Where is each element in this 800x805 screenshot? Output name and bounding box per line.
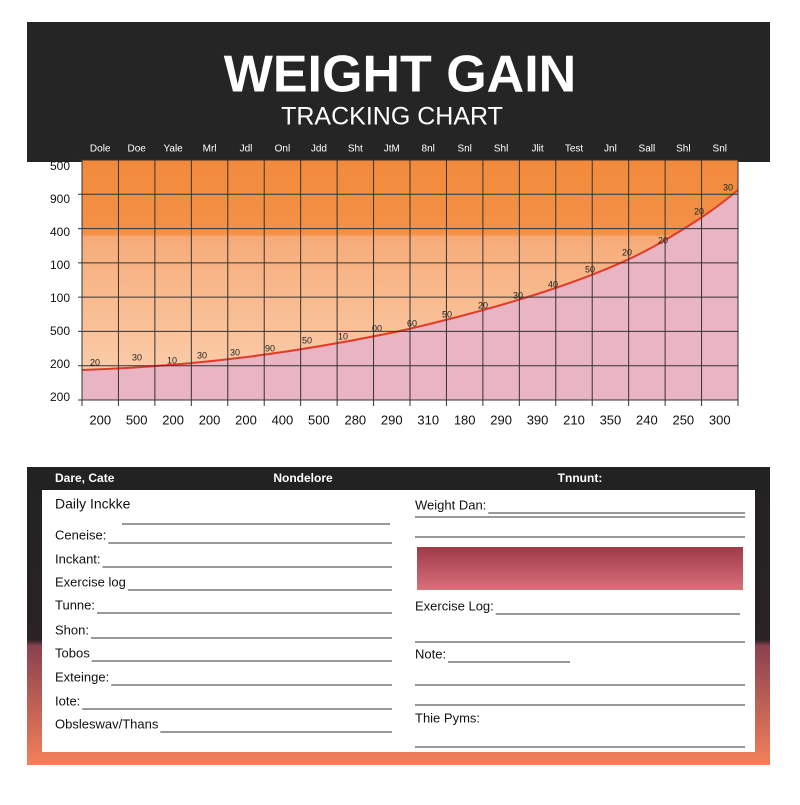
form-panel [42, 490, 755, 752]
column-label: Mrl [203, 144, 217, 155]
point-label: 90 [265, 343, 275, 353]
bottom-label: 280 [344, 412, 366, 427]
column-label: Snl [713, 144, 727, 155]
column-label: Dole [90, 144, 111, 155]
point-label: 60 [407, 318, 417, 328]
field-label: Exercise log [55, 574, 126, 589]
field-label: Exteinge: [55, 669, 109, 684]
bottom-label: 200 [235, 412, 257, 427]
point-label: 20 [90, 357, 100, 367]
row-label: 500 [50, 159, 70, 173]
field-label: Note: [415, 646, 446, 661]
bottom-label: 300 [709, 412, 731, 427]
point-label: 20 [478, 300, 488, 310]
bottom-label: 350 [600, 412, 622, 427]
bottom-label: 180 [454, 412, 476, 427]
point-label: 30 [723, 182, 733, 192]
bottom-label: 200 [162, 412, 184, 427]
row-label: 900 [50, 192, 70, 206]
title: WEIGHT GAIN [224, 46, 576, 104]
form-header-label: Dare, Cate [55, 471, 115, 485]
field-label: Obsleswav/Thans [55, 716, 159, 731]
field-label: Shon: [55, 622, 89, 637]
row-label: 500 [50, 324, 70, 338]
column-label: Test [565, 144, 584, 155]
row-label: 400 [50, 225, 70, 239]
field-label: Tunne: [55, 597, 95, 612]
point-label: 50 [302, 335, 312, 345]
point-label: 40 [548, 279, 558, 289]
field-label: Iote: [55, 693, 80, 708]
point-label: 20 [694, 206, 704, 216]
point-label: 30 [513, 290, 523, 300]
row-label: 100 [50, 291, 70, 305]
left-heading: Daily Inckke [55, 496, 131, 512]
column-label: Jlit [531, 144, 543, 155]
grid [78, 159, 739, 406]
header-bar [27, 22, 770, 162]
row-label: 100 [50, 258, 70, 272]
point-label: 10 [338, 331, 348, 341]
field-label: Exercise Log: [415, 598, 494, 613]
bottom-label: 390 [527, 412, 549, 427]
point-label: 30 [197, 350, 207, 360]
point-label: 20 [658, 235, 668, 245]
bottom-label: 240 [636, 412, 658, 427]
form-header-label: Tnnunt: [558, 471, 603, 485]
bottom-label: 250 [672, 412, 694, 427]
bottom-label: 210 [563, 412, 585, 427]
point-label: 50 [585, 264, 595, 274]
column-label: Onl [275, 144, 291, 155]
point-label: 30 [132, 352, 142, 362]
column-label: 8nl [422, 144, 435, 155]
column-label: Jdd [311, 144, 327, 155]
row-label: 200 [50, 390, 70, 404]
column-label: JtM [384, 144, 400, 155]
bottom-label: 310 [417, 412, 439, 427]
column-label: Doe [127, 144, 146, 155]
field-label: Inckant: [55, 551, 101, 566]
column-label: Jnl [604, 144, 617, 155]
bottom-label: 200 [89, 412, 111, 427]
point-label: 30 [230, 347, 240, 357]
form-header-label: Nondelore [273, 471, 333, 485]
subtitle: TRACKING CHART [281, 103, 503, 131]
point-label: 10 [167, 355, 177, 365]
point-label: 20 [622, 247, 632, 257]
column-label: Sall [639, 144, 656, 155]
bottom-label: 290 [381, 412, 403, 427]
curve [81, 189, 739, 371]
field-label: Tobos [55, 645, 90, 660]
point-label: 50 [442, 309, 452, 319]
area [82, 190, 738, 400]
red-bar [417, 547, 743, 590]
column-label: Snl [457, 144, 471, 155]
bottom-label: 200 [199, 412, 221, 427]
column-label: Yale [163, 144, 183, 155]
field-label: Weight Dan: [415, 497, 486, 512]
field-label: Ceneise: [55, 527, 106, 542]
row-label: 200 [50, 357, 70, 371]
column-label: Jdl [240, 144, 253, 155]
bottom-label: 290 [490, 412, 512, 427]
bottom-label: 500 [126, 412, 148, 427]
column-label: Sht [348, 144, 363, 155]
column-label: Shl [494, 144, 508, 155]
bottom-label: 500 [308, 412, 330, 427]
bottom-label: 400 [272, 412, 294, 427]
column-label: Shl [676, 144, 690, 155]
point-label: 00 [372, 323, 382, 333]
field-label: Thie Pyms: [415, 710, 480, 725]
